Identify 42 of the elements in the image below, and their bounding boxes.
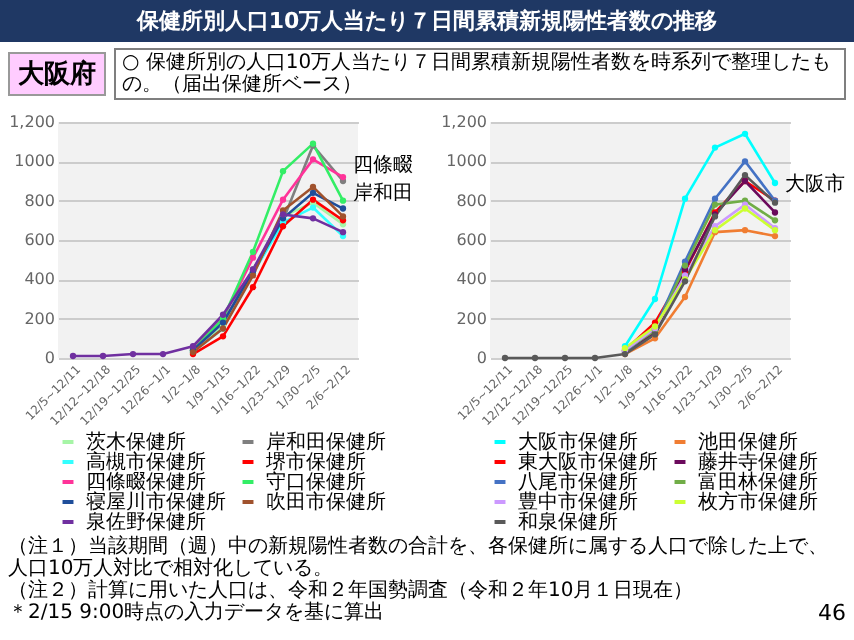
legend-label: 四條畷保健所 [86,470,206,494]
annotation: 大阪市 [785,171,845,196]
y-tick-label: 800 [24,191,55,210]
legend-label: 枚方市保健所 [696,490,818,514]
y-tick-label: 1000 [14,152,55,171]
legend-label: 岸和田保健所 [266,430,386,454]
y-tick-label: 1,200 [441,113,487,131]
text: ○ 保健所別の人口10万人当たり７日間累積新規陽性者数を時系列で整理したもの。（届出保健所ベース） [114,48,846,100]
y-tick-label: 1000 [446,152,487,171]
legend-label: 豊中市保健所 [518,490,638,514]
y-tick-label: 0 [476,349,487,367]
legend-label: 和泉保健所 [518,510,618,534]
y-tick-label: 800 [456,191,487,210]
y-tick-label: 200 [456,309,487,328]
legend-label: 寝屋川市保健所 [86,490,226,514]
text: 46 [818,600,846,626]
y-tick-label: 200 [24,309,55,328]
legend-label: 堺市保健所 [264,450,366,474]
legend-label: 大阪市保健所 [518,430,638,454]
legend-label: 泉佐野保健所 [86,510,206,534]
legend-label: 茨木保健所 [86,430,186,454]
legend-label: 藤井寺保健所 [698,450,818,474]
text: 保健所別人口10万人当たり７日間累積新規陽性者数の推移 [0,0,854,42]
text: （注１）当該期間（週）中の新規陽性者数の合計を、各保健所に属する人口で除した上で、人口10万人対比で相対化している。 [8,536,830,580]
y-tick-label: 600 [456,231,487,249]
annotation: 岸和田 [353,181,413,205]
legend-label: 池田保健所 [698,430,798,454]
y-tick-label: 0 [44,349,55,367]
y-tick-label: 400 [456,270,487,289]
annotation: 四條畷 [353,153,413,178]
legend-label: 富田林保健所 [698,470,818,494]
text: （注２）計算に用いた人口は、令和２年国勢調査（令和２年10月１日現在） [8,580,696,602]
y-tick-label: 600 [24,231,55,249]
y-tick-label: 400 [24,270,55,289]
legend-label: 東大阪市保健所 [518,450,658,474]
legend-label: 吹田市保健所 [266,490,386,514]
legend-label: 守口保健所 [266,470,366,494]
text: 大阪府 [8,52,106,96]
legend-label: 八尾市保健所 [518,470,638,494]
text: ＊2/15 9:00時点の入力データを基に算出 [8,602,385,624]
y-tick-label: 1,200 [9,113,55,131]
legend-label: 高槻市保健所 [86,450,206,474]
